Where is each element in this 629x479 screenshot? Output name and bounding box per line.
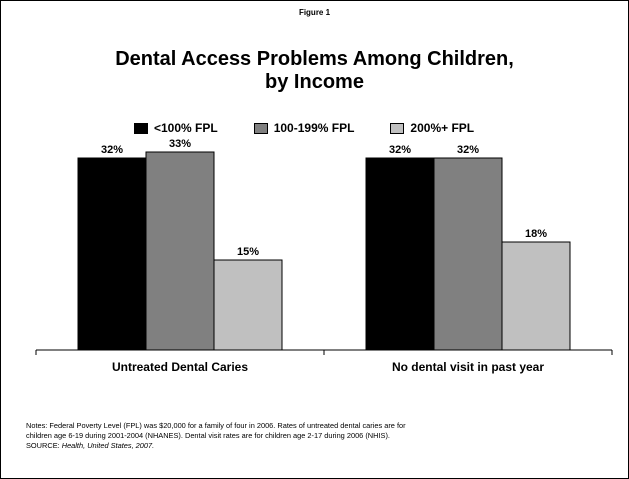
legend-swatch-lt100 xyxy=(134,122,148,134)
bar-no-dental-visit-200plus xyxy=(501,241,571,351)
notes-line-2: children age 6-19 during 2001-2004 (NHAN… xyxy=(26,431,390,440)
data-label-no-dental-visit-100-199: 32% xyxy=(457,144,479,156)
category-label-untreated-caries: Untreated Dental Caries xyxy=(112,360,248,374)
chart-title-line2: by Income xyxy=(265,71,364,93)
legend-item-lt100: <100% FPL xyxy=(134,121,218,135)
source-prefix: SOURCE: xyxy=(26,441,62,450)
notes-line-1: Notes: Federal Poverty Level (FPL) was $… xyxy=(26,421,406,430)
data-label-no-dental-visit-200plus: 18% xyxy=(525,228,547,240)
bar-untreated-caries-100-199 xyxy=(145,151,215,351)
legend-swatch-200plus xyxy=(390,122,405,134)
data-label-untreated-caries-100-199: 33% xyxy=(169,138,191,150)
legend-swatch-100-199 xyxy=(253,122,268,134)
bar-no-dental-visit-lt100 xyxy=(365,157,435,351)
data-label-no-dental-visit-lt100: 32% xyxy=(389,144,411,156)
bar-no-dental-visit-100-199 xyxy=(433,157,503,351)
data-label-untreated-caries-200plus: 15% xyxy=(237,246,259,258)
chart-legend: <100% FPL 100-199% FPL 200%+ FPL xyxy=(134,121,474,135)
legend-label-100-199: 100-199% FPL xyxy=(273,121,355,135)
category-label-no-dental-visit: No dental visit in past year xyxy=(392,360,544,374)
bar-untreated-caries-lt100 xyxy=(77,157,147,351)
chart-notes: Notes: Federal Poverty Level (FPL) was $… xyxy=(26,421,616,451)
source-line: SOURCE: Health, United States, 2007. xyxy=(26,441,616,451)
legend-label-lt100: <100% FPL xyxy=(154,121,218,135)
legend-item-100-199: 100-199% FPL xyxy=(253,121,355,135)
chart-title-line1: Dental Access Problems Among Children, xyxy=(115,48,514,70)
source-title: Health, United States, 2007. xyxy=(61,441,155,450)
chart-title: Dental Access Problems Among Children, b… xyxy=(0,48,629,94)
data-label-untreated-caries-lt100: 32% xyxy=(101,144,123,156)
legend-item-200plus: 200%+ FPL xyxy=(390,121,474,135)
legend-label-200plus: 200%+ FPL xyxy=(410,121,475,135)
bar-untreated-caries-200plus xyxy=(213,259,283,351)
figure-label: Figure 1 xyxy=(298,8,331,17)
